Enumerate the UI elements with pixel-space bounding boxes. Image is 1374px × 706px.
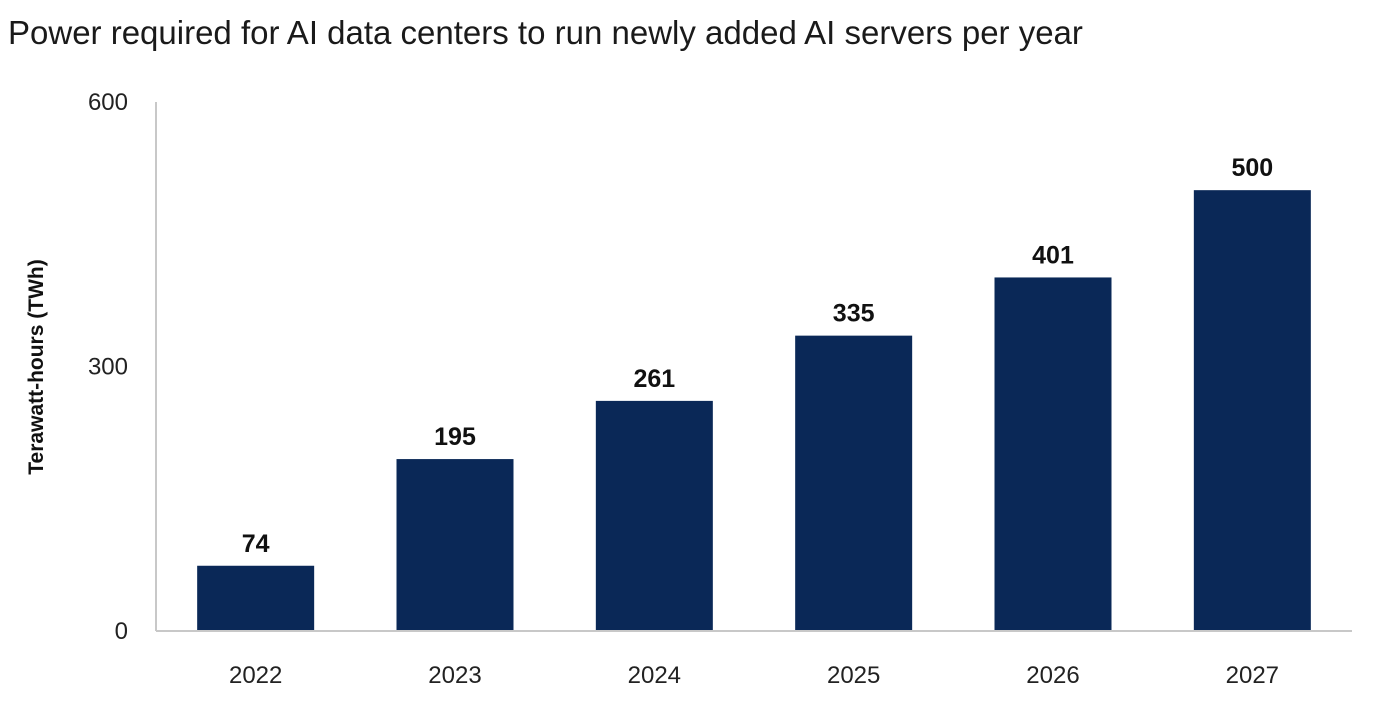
x-tick-label-2022: 2022 (229, 662, 282, 689)
bar-2027 (1193, 190, 1311, 631)
x-tick-label-2026: 2026 (1026, 662, 1079, 689)
data-label-2023: 195 (434, 423, 476, 451)
chart-title: Power required for AI data centers to ru… (8, 14, 1083, 51)
data-labels: 74 195 261 335 401 500 (242, 154, 1273, 558)
bar-2024 (595, 400, 713, 631)
x-axis-ticks: 2022 2023 2024 2025 2026 2027 (229, 662, 1279, 689)
y-axis-ticks: 0 300 600 (88, 89, 128, 645)
bar-2026 (994, 277, 1112, 631)
y-tick-label: 300 (88, 354, 128, 381)
x-tick-label-2024: 2024 (628, 662, 681, 689)
bar-2022 (197, 565, 315, 631)
data-label-2026: 401 (1032, 241, 1074, 269)
data-label-2025: 335 (833, 300, 875, 328)
x-tick-label-2027: 2027 (1226, 662, 1279, 689)
y-tick-label: 600 (88, 89, 128, 116)
data-label-2024: 261 (633, 365, 675, 393)
data-label-2027: 500 (1231, 154, 1273, 182)
data-label-2022: 74 (242, 530, 270, 558)
bars (197, 190, 1311, 631)
bar-2023 (396, 459, 514, 631)
x-tick-label-2025: 2025 (827, 662, 880, 689)
y-tick-label: 0 (115, 618, 128, 645)
bar-2025 (795, 335, 913, 631)
x-tick-label-2023: 2023 (428, 662, 481, 689)
